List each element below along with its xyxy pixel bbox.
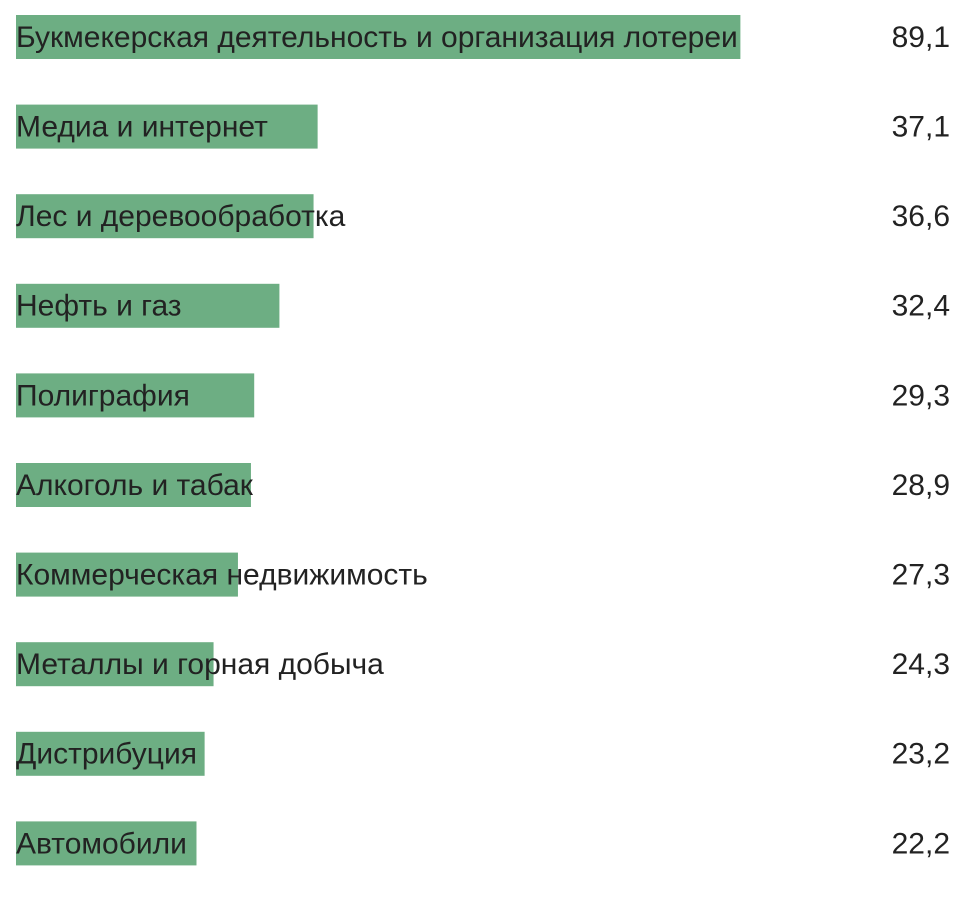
category-label: Нефть и газ [16, 290, 182, 323]
value-label: 32,4 [892, 290, 950, 323]
category-label: Коммерческая недвижимость [16, 559, 428, 592]
value-label: 29,3 [892, 379, 950, 412]
bar [16, 552, 238, 597]
value-label: 36,6 [892, 200, 950, 233]
value-label: 89,1 [892, 21, 950, 54]
category-label: Дистрибуция [16, 738, 197, 771]
bar [16, 104, 318, 149]
category-label: Полиграфия [16, 379, 190, 412]
value-label: 27,3 [892, 559, 950, 592]
bar [16, 642, 214, 687]
value-label: 28,9 [892, 469, 950, 502]
category-label: Металлы и горная добыча [16, 648, 384, 681]
bar [16, 463, 251, 507]
bar [16, 731, 205, 776]
value-label: 24,3 [892, 648, 950, 681]
category-label: Лес и деревообработка [16, 200, 346, 233]
category-label: Алкоголь и табак [16, 469, 254, 502]
bar [16, 283, 280, 328]
bar [16, 15, 741, 59]
category-label: Медиа и интернет [16, 111, 268, 144]
bar [16, 194, 314, 239]
bar [16, 373, 255, 418]
value-label: 22,2 [892, 827, 950, 860]
bar [16, 821, 197, 866]
value-label: 37,1 [892, 111, 950, 144]
category-label: Автомобили [16, 827, 187, 860]
category-label: Букмекерская деятельность и организация … [16, 21, 738, 54]
value-label: 23,2 [892, 738, 950, 771]
